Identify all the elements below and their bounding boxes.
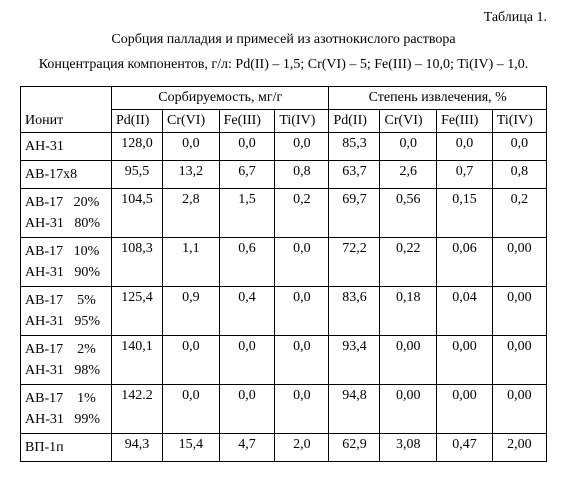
sorb-cell: 15,4 — [163, 434, 220, 462]
sorb-cell: 2,8 — [163, 189, 220, 238]
header-ext-cr: Cr(VI) — [380, 110, 437, 133]
header-ext: Степень извлечения, % — [329, 87, 547, 110]
sorb-cell: 1,5 — [219, 189, 275, 238]
ext-cell: 2,6 — [380, 161, 437, 189]
ext-cell: 72,2 — [329, 238, 380, 287]
ext-cell: 3,08 — [380, 434, 437, 462]
ext-cell: 0,04 — [437, 287, 493, 336]
sorb-cell: 0,0 — [275, 133, 329, 161]
ext-cell: 0,8 — [492, 161, 546, 189]
header-ext-ti: Ti(IV) — [492, 110, 546, 133]
ext-cell: 0,00 — [437, 385, 493, 434]
table-subtitle: Концентрация компонентов, г/л: Pd(II) – … — [20, 54, 547, 76]
ext-cell: 0,00 — [492, 336, 546, 385]
ext-cell: 0,47 — [437, 434, 493, 462]
table-row: АН-31128,00,00,00,085,30,00,00,0 — [21, 133, 547, 161]
ext-cell: 0,0 — [437, 133, 493, 161]
sorb-cell: 0,0 — [219, 385, 275, 434]
ext-cell: 0,00 — [380, 336, 437, 385]
ext-cell: 0,00 — [492, 287, 546, 336]
sorb-cell: 0,0 — [219, 133, 275, 161]
ext-cell: 0,00 — [492, 238, 546, 287]
table-title: Сорбция палладия и примесей из азотнокис… — [20, 32, 547, 48]
sorb-cell: 108,3 — [112, 238, 163, 287]
sorb-cell: 0,0 — [163, 385, 220, 434]
ionit-cell: АВ-17 1% АН-31 99% — [21, 385, 112, 434]
sorb-cell: 125,4 — [112, 287, 163, 336]
header-sorb-fe: Fe(III) — [219, 110, 275, 133]
ext-cell: 0,2 — [492, 189, 546, 238]
ext-cell: 0,06 — [437, 238, 493, 287]
sorb-cell: 0,0 — [219, 336, 275, 385]
header-ext-fe: Fe(III) — [437, 110, 493, 133]
sorb-cell: 0,9 — [163, 287, 220, 336]
ext-cell: 94,8 — [329, 385, 380, 434]
sorb-cell: 104,5 — [112, 189, 163, 238]
table-row: АВ-17 5% АН-31 95%125,40,90,40,083,60,18… — [21, 287, 547, 336]
sorb-cell: 140,1 — [112, 336, 163, 385]
sorb-cell: 95,5 — [112, 161, 163, 189]
ext-cell: 0,56 — [380, 189, 437, 238]
sorb-cell: 0,0 — [275, 238, 329, 287]
sorb-cell: 0,0 — [275, 287, 329, 336]
ext-cell: 85,3 — [329, 133, 380, 161]
table-row: АВ-17 10% АН-31 90%108,31,10,60,072,20,2… — [21, 238, 547, 287]
ext-cell: 0,00 — [492, 385, 546, 434]
sorb-cell: 0,0 — [275, 336, 329, 385]
ext-cell: 2,00 — [492, 434, 546, 462]
ext-cell: 0,15 — [437, 189, 493, 238]
sorb-cell: 94,3 — [112, 434, 163, 462]
sorb-cell: 0,0 — [163, 133, 220, 161]
ionit-cell: АВ-17 5% АН-31 95% — [21, 287, 112, 336]
ionit-cell: АН-31 — [21, 133, 112, 161]
sorb-cell: 0,2 — [275, 189, 329, 238]
table-row: АВ-17 1% АН-31 99%142.20,00,00,094,80,00… — [21, 385, 547, 434]
ionit-cell: АВ-17 2% АН-31 98% — [21, 336, 112, 385]
ionit-cell: АВ-17 10% АН-31 90% — [21, 238, 112, 287]
sorb-cell: 1,1 — [163, 238, 220, 287]
sorption-table: Ионит Сорбируемость, мг/г Степень извлеч… — [20, 86, 547, 462]
sorb-cell: 6,7 — [219, 161, 275, 189]
ionit-cell: АВ-17 20% АН-31 80% — [21, 189, 112, 238]
ionit-cell: АВ-17х8 — [21, 161, 112, 189]
table-row: ВП-1п94,315,44,72,062,93,080,472,00 — [21, 434, 547, 462]
sorb-cell: 0,0 — [163, 336, 220, 385]
sorb-cell: 4,7 — [219, 434, 275, 462]
table-row: АВ-17 2% АН-31 98%140,10,00,00,093,40,00… — [21, 336, 547, 385]
header-sorb-pd: Pd(II) — [112, 110, 163, 133]
sorb-cell: 0,8 — [275, 161, 329, 189]
ext-cell: 63,7 — [329, 161, 380, 189]
header-sorb-ti: Ti(IV) — [275, 110, 329, 133]
ext-cell: 0,00 — [437, 336, 493, 385]
sorb-cell: 142.2 — [112, 385, 163, 434]
ext-cell: 0,7 — [437, 161, 493, 189]
ext-cell: 0,00 — [380, 385, 437, 434]
table-row: АВ-17 20% АН-31 80%104,52,81,50,269,70,5… — [21, 189, 547, 238]
table-label: Таблица 1. — [20, 10, 547, 26]
header-sorb-cr: Cr(VI) — [163, 110, 220, 133]
ext-cell: 0,0 — [380, 133, 437, 161]
ext-cell: 62,9 — [329, 434, 380, 462]
sorb-cell: 13,2 — [163, 161, 220, 189]
ext-cell: 0,18 — [380, 287, 437, 336]
sorb-cell: 128,0 — [112, 133, 163, 161]
sorb-cell: 0,0 — [275, 385, 329, 434]
ionit-cell: ВП-1п — [21, 434, 112, 462]
ext-cell: 0,22 — [380, 238, 437, 287]
sorb-cell: 2,0 — [275, 434, 329, 462]
header-ionit: Ионит — [21, 87, 112, 133]
table-row: АВ-17х895,513,26,70,863,72,60,70,8 — [21, 161, 547, 189]
ext-cell: 83,6 — [329, 287, 380, 336]
ext-cell: 93,4 — [329, 336, 380, 385]
ext-cell: 0,0 — [492, 133, 546, 161]
header-sorb: Сорбируемость, мг/г — [112, 87, 329, 110]
header-ext-pd: Pd(II) — [329, 110, 380, 133]
sorb-cell: 0,6 — [219, 238, 275, 287]
sorb-cell: 0,4 — [219, 287, 275, 336]
ext-cell: 69,7 — [329, 189, 380, 238]
